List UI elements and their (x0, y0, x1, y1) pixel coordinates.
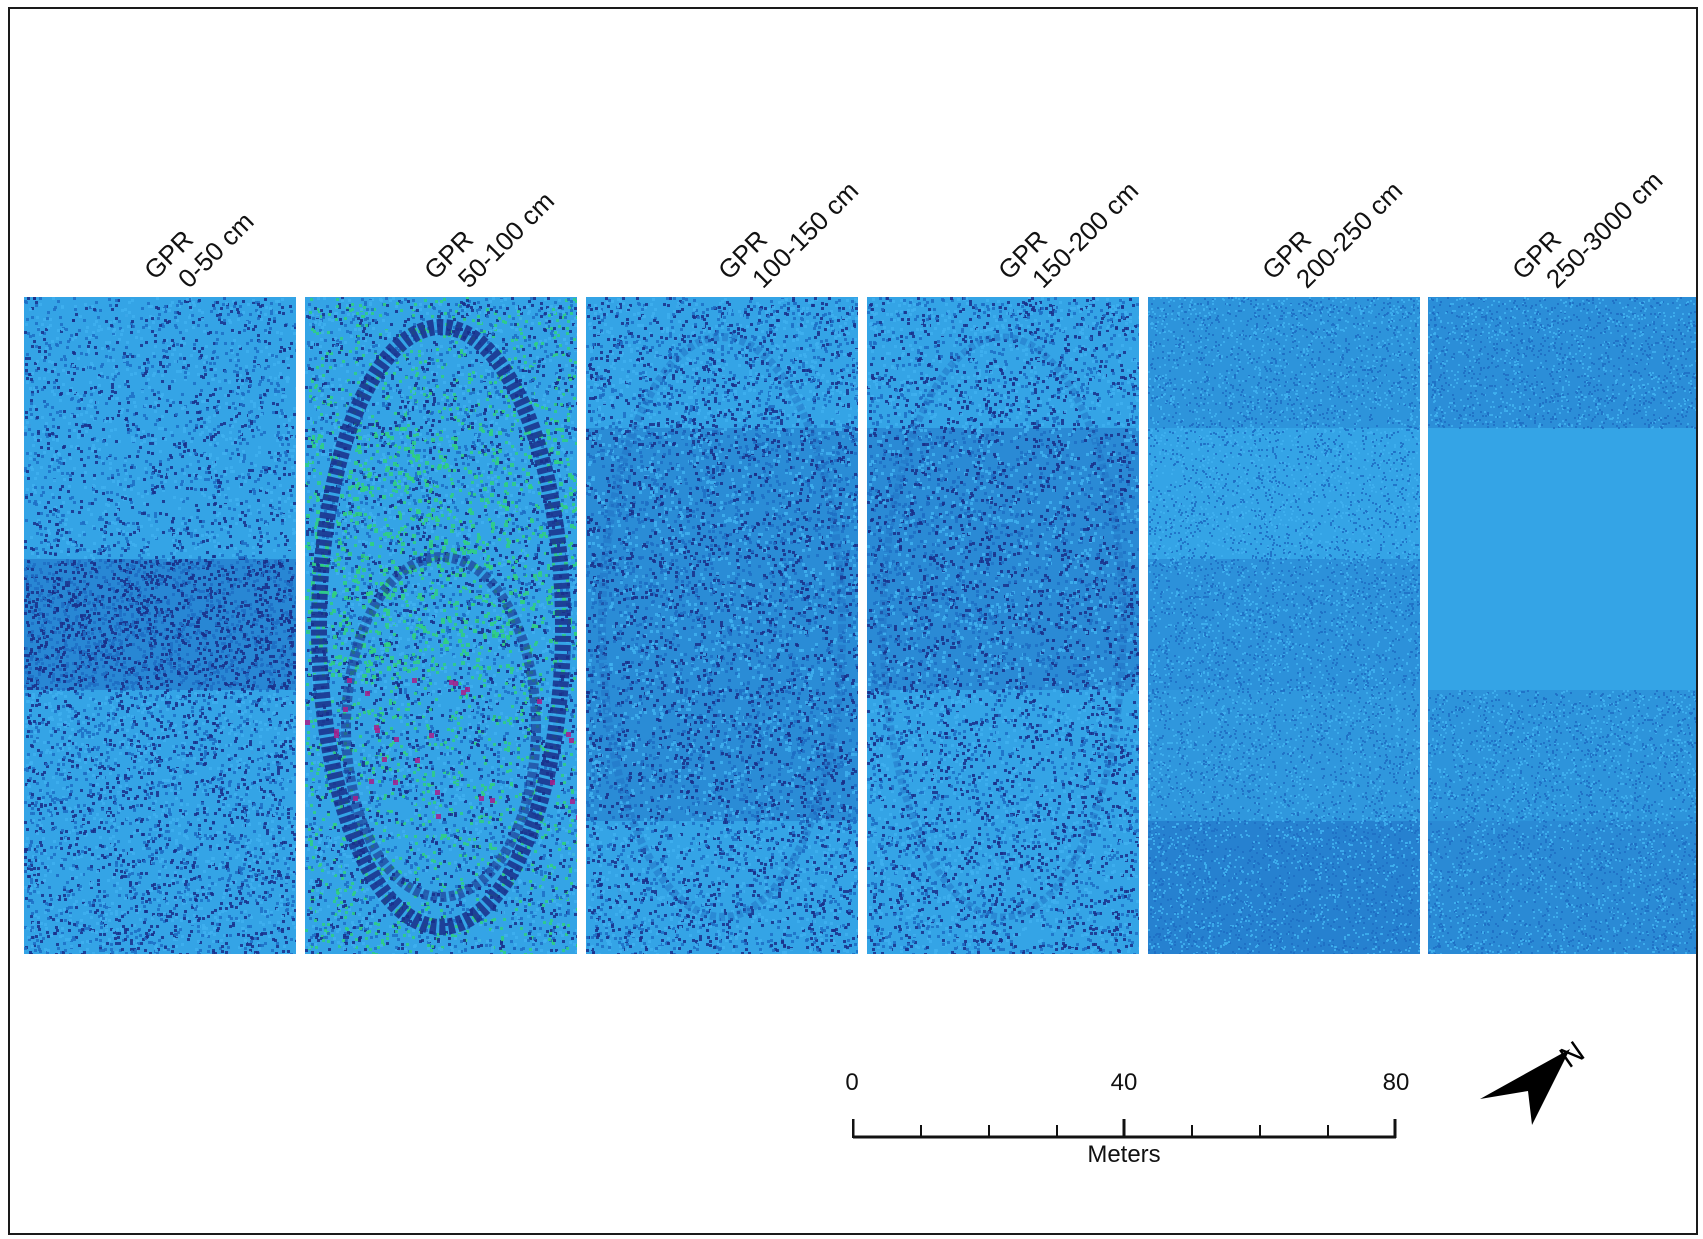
scale-units: Meters (1087, 1141, 1160, 1169)
gpr-slice-100-150 (586, 297, 858, 954)
gpr-slice-150-200 (867, 297, 1139, 954)
gpr-slice-image (305, 297, 577, 954)
gpr-slice-image (586, 297, 858, 954)
gpr-slice-50-100 (305, 297, 577, 954)
gpr-slice-250-3000 (1428, 297, 1696, 954)
scale-tick-80: 80 (1383, 1069, 1410, 1097)
gpr-slice-200-250 (1148, 297, 1420, 954)
map-frame: GPR 0-50 cm GPR 50-100 cm GPR 100-150 cm GP… (8, 7, 1698, 1235)
gpr-panels (24, 297, 1696, 954)
gpr-slice-0-50 (24, 297, 296, 954)
scale-bar-line (852, 1119, 1397, 1139)
gpr-slice-image (867, 297, 1139, 954)
scale-bar: 0 40 80 Meters (845, 1069, 1409, 1179)
north-arrow-icon: N (1480, 1035, 1590, 1125)
gpr-slice-image (1428, 297, 1696, 954)
scale-tick-40: 40 (1111, 1069, 1138, 1097)
gpr-slice-image (24, 297, 296, 954)
gpr-slice-image (1148, 297, 1420, 954)
scale-tick-0: 0 (845, 1069, 858, 1097)
